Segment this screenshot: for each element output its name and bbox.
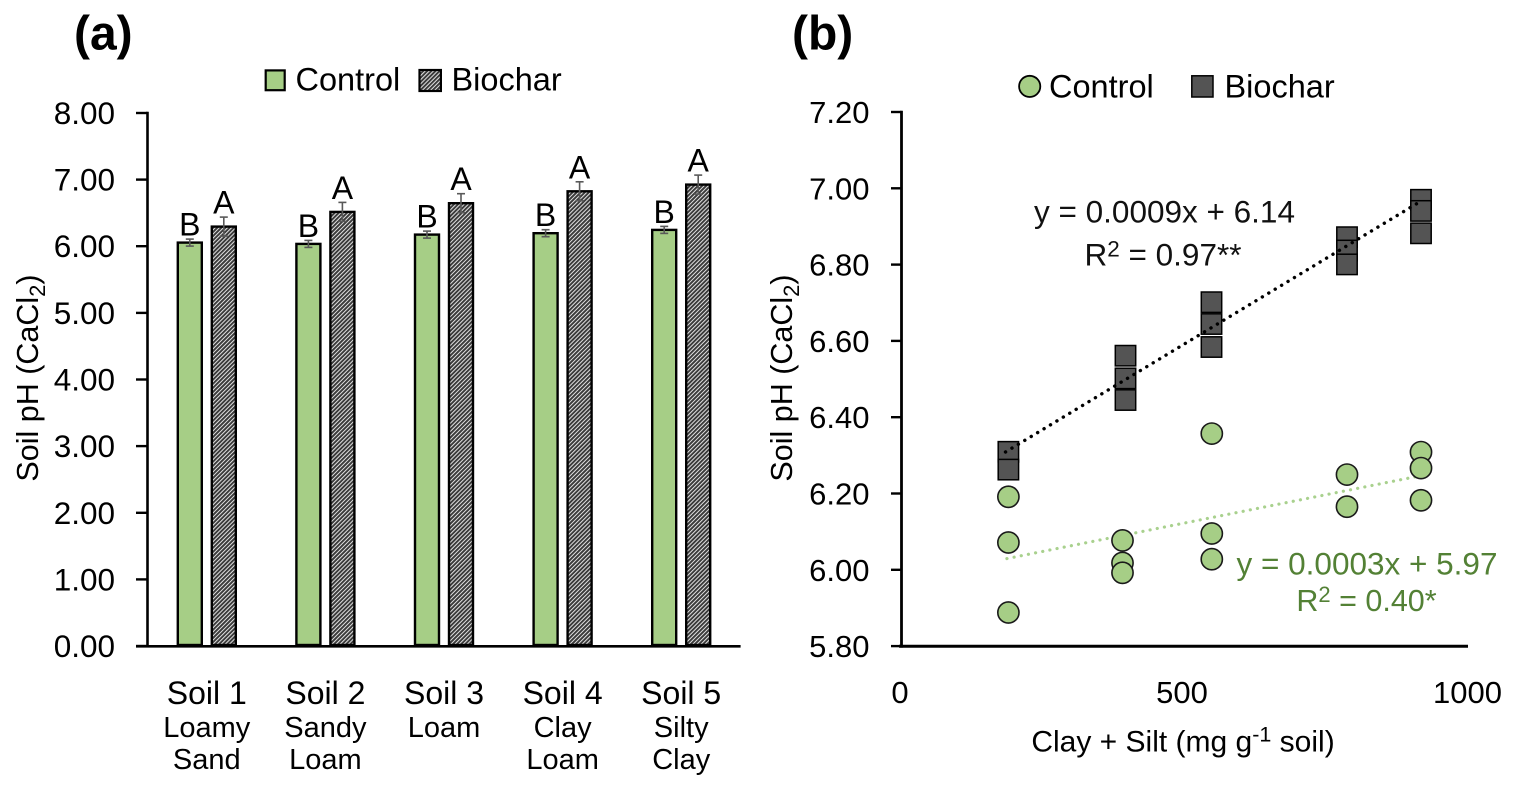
- svg-text:8.00: 8.00: [54, 95, 115, 131]
- svg-text:B: B: [654, 194, 675, 230]
- svg-text:1.00: 1.00: [54, 561, 115, 597]
- svg-text:500: 500: [1156, 675, 1208, 710]
- svg-text:Biochar: Biochar: [452, 62, 562, 98]
- svg-text:R2 = 0.40*: R2 = 0.40*: [1296, 582, 1436, 618]
- svg-text:2.00: 2.00: [54, 495, 115, 531]
- svg-text:5.00: 5.00: [54, 295, 115, 331]
- svg-text:Loam: Loam: [408, 712, 481, 744]
- svg-text:A: A: [450, 161, 472, 197]
- svg-text:B: B: [535, 197, 556, 233]
- svg-text:3.00: 3.00: [54, 428, 115, 464]
- svg-text:7.00: 7.00: [809, 171, 869, 206]
- svg-text:7.20: 7.20: [809, 95, 869, 130]
- svg-text:(a): (a): [74, 8, 133, 61]
- svg-text:Soil 1: Soil 1: [167, 675, 247, 711]
- svg-text:R2 = 0.97**: R2 = 0.97**: [1085, 237, 1242, 273]
- svg-text:A: A: [569, 149, 591, 185]
- svg-text:6.80: 6.80: [809, 248, 869, 283]
- svg-text:B: B: [298, 208, 319, 244]
- svg-text:Sand: Sand: [173, 744, 241, 776]
- svg-text:B: B: [416, 199, 437, 235]
- svg-text:Silty: Silty: [654, 712, 709, 744]
- svg-text:Soil 3: Soil 3: [404, 675, 484, 711]
- svg-text:Loam: Loam: [526, 744, 599, 776]
- svg-text:Soil 5: Soil 5: [641, 675, 721, 711]
- svg-text:Soil pH (CaCl2): Soil pH (CaCl2): [11, 274, 50, 481]
- svg-text:Sandy: Sandy: [284, 712, 367, 744]
- svg-text:Soil 2: Soil 2: [285, 675, 365, 711]
- svg-text:5.80: 5.80: [809, 629, 869, 664]
- svg-text:Soil 4: Soil 4: [523, 675, 603, 711]
- svg-text:6.00: 6.00: [809, 553, 869, 588]
- svg-text:y = 0.0009x + 6.14: y = 0.0009x + 6.14: [1034, 194, 1295, 230]
- svg-text:Loamy: Loamy: [163, 712, 251, 744]
- svg-text:0: 0: [891, 675, 908, 710]
- svg-text:6.20: 6.20: [809, 477, 869, 512]
- svg-text:Clay + Silt (mg g-1 soil): Clay + Silt (mg g-1 soil): [1031, 723, 1334, 759]
- svg-text:7.00: 7.00: [54, 162, 115, 198]
- svg-text:(b): (b): [792, 8, 853, 61]
- svg-text:B: B: [179, 207, 200, 243]
- svg-text:Clay: Clay: [534, 712, 593, 744]
- svg-text:Soil pH (CaCl2): Soil pH (CaCl2): [765, 274, 804, 481]
- svg-text:y = 0.0003x + 5.97: y = 0.0003x + 5.97: [1237, 546, 1498, 582]
- svg-text:4.00: 4.00: [54, 362, 115, 398]
- svg-text:A: A: [688, 143, 710, 179]
- svg-text:Biochar: Biochar: [1225, 69, 1335, 105]
- svg-text:Control: Control: [1049, 69, 1154, 105]
- svg-text:Control: Control: [296, 62, 401, 98]
- svg-text:0.00: 0.00: [54, 628, 115, 664]
- svg-text:6.00: 6.00: [54, 228, 115, 264]
- svg-text:1000: 1000: [1433, 675, 1502, 710]
- svg-text:A: A: [332, 170, 354, 206]
- svg-text:6.60: 6.60: [809, 324, 869, 359]
- svg-text:Loam: Loam: [289, 744, 362, 776]
- svg-text:A: A: [213, 185, 235, 221]
- svg-text:6.40: 6.40: [809, 400, 869, 435]
- svg-text:Clay: Clay: [652, 744, 711, 776]
